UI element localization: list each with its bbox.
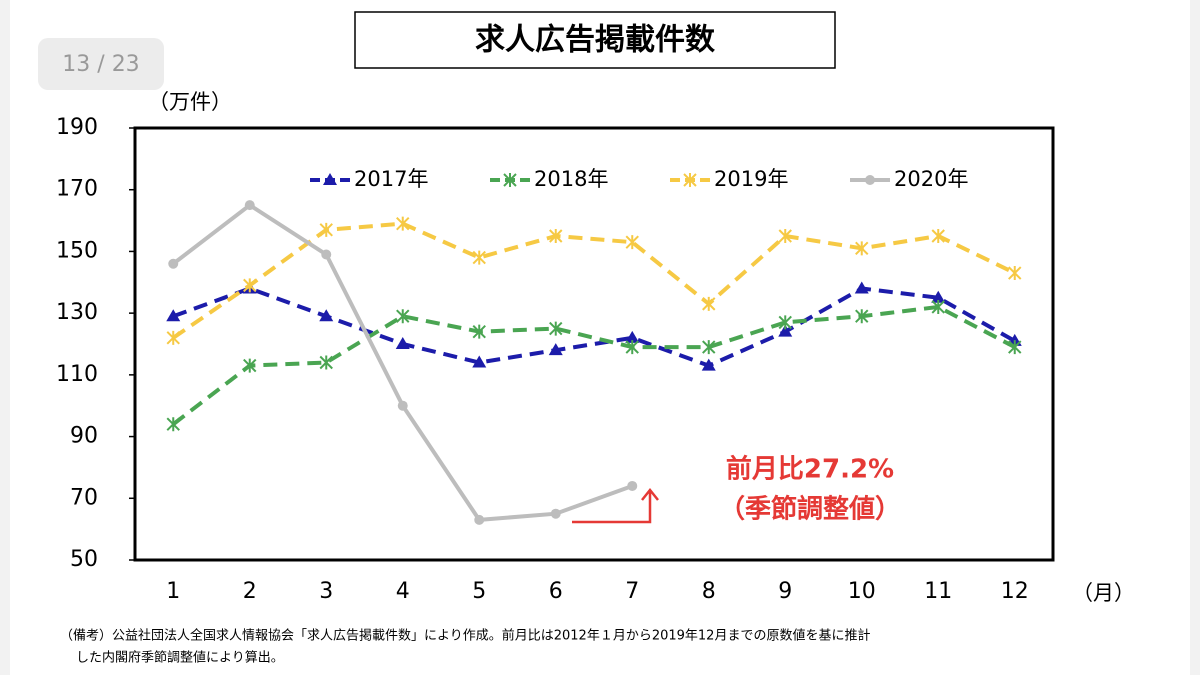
x-tick-label: 12 xyxy=(1001,579,1029,604)
data-point xyxy=(319,309,334,322)
data-point xyxy=(166,417,180,432)
annotation: 前月比27.2% xyxy=(726,454,894,485)
y-tick-label: 110 xyxy=(56,362,98,387)
legend-label: 2020年 xyxy=(894,167,968,191)
x-tick-label: 1 xyxy=(166,579,180,604)
data-point xyxy=(550,508,561,519)
y-tick-label: 70 xyxy=(70,485,98,510)
legend-marker xyxy=(503,173,517,187)
x-tick-label: 9 xyxy=(778,579,792,604)
data-point xyxy=(395,337,410,349)
data-point xyxy=(1008,266,1022,281)
footnote: （備考）公益社団法人全国求人情報協会「求人広告掲載件数」により作成。前月比は20… xyxy=(60,628,870,644)
x-tick-label: 7 xyxy=(625,579,639,604)
data-point xyxy=(396,216,410,231)
x-tick-label: 5 xyxy=(472,579,486,604)
y-tick-label: 50 xyxy=(70,547,98,572)
data-point xyxy=(854,281,869,294)
data-point xyxy=(321,249,332,260)
data-point xyxy=(548,343,563,356)
x-tick-label: 8 xyxy=(702,579,716,604)
page-badge[interactable] xyxy=(38,38,164,90)
data-point xyxy=(243,358,257,373)
data-point xyxy=(549,229,563,243)
x-tick-label: 11 xyxy=(924,579,952,604)
y-tick-label: 190 xyxy=(56,115,98,140)
footnote: した内閣府季節調整値により算出。 xyxy=(76,650,284,666)
data-point xyxy=(778,315,792,330)
data-point xyxy=(778,229,792,243)
x-tick-label: 4 xyxy=(396,579,410,604)
y-tick-label: 170 xyxy=(56,177,98,202)
data-point xyxy=(549,321,563,336)
data-point xyxy=(702,340,716,355)
data-point xyxy=(702,296,716,311)
data-point xyxy=(627,480,638,491)
data-point xyxy=(243,278,257,293)
data-point xyxy=(931,290,946,303)
x-tick-label: 3 xyxy=(319,579,333,604)
data-point xyxy=(168,258,179,269)
title-box xyxy=(354,11,836,69)
series-line xyxy=(172,304,1016,426)
y-axis-title: （万件） xyxy=(148,90,232,114)
series-line xyxy=(172,221,1016,340)
data-point xyxy=(397,400,408,411)
data-point xyxy=(931,299,945,314)
x-tick-label: 10 xyxy=(848,579,876,604)
y-tick-label: 90 xyxy=(70,424,98,449)
data-point xyxy=(625,340,639,355)
y-tick-label: 130 xyxy=(56,300,98,325)
data-point xyxy=(166,309,181,322)
legend-marker xyxy=(323,173,337,185)
legend-marker xyxy=(865,175,875,185)
data-point xyxy=(931,229,945,243)
data-point xyxy=(1008,340,1022,355)
y-tick-label: 150 xyxy=(56,238,98,263)
x-axis-title: （月） xyxy=(1072,581,1135,605)
legend-label: 2017年 xyxy=(354,167,428,191)
data-point xyxy=(474,514,485,525)
x-tick-label: 2 xyxy=(243,579,257,604)
data-point xyxy=(701,358,716,371)
data-point xyxy=(319,222,333,237)
series-line xyxy=(172,202,633,522)
annotation-arrow xyxy=(572,487,659,524)
data-point xyxy=(472,355,487,368)
page-counter: 13 / 23 xyxy=(62,52,139,77)
data-point xyxy=(625,330,640,343)
data-point xyxy=(396,309,410,324)
legend-marker xyxy=(683,173,697,187)
data-point xyxy=(472,324,486,339)
chart-title: 求人広告掲載件数 xyxy=(475,23,716,58)
data-point xyxy=(244,200,255,211)
data-point xyxy=(319,355,333,370)
legend-label: 2018年 xyxy=(534,167,608,191)
data-point xyxy=(855,309,869,324)
legend-label: 2019年 xyxy=(714,167,788,191)
data-point xyxy=(855,241,869,256)
plot-frame xyxy=(133,126,1055,562)
data-point xyxy=(166,330,180,345)
annotation: （季節調整値） xyxy=(719,494,901,525)
data-point xyxy=(778,324,793,337)
series-line xyxy=(172,286,1016,368)
data-point xyxy=(472,250,486,265)
x-tick-label: 6 xyxy=(549,579,563,604)
data-point xyxy=(625,235,639,250)
